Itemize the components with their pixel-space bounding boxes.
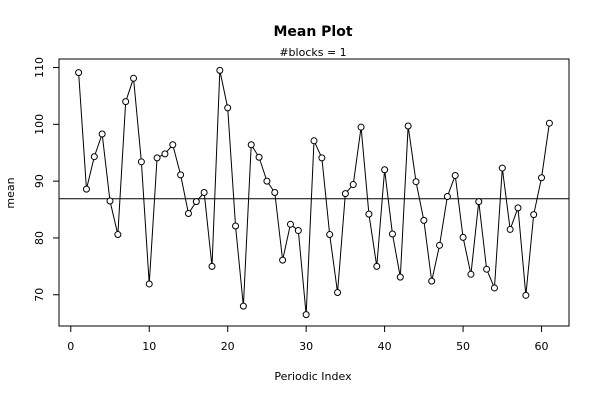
data-point: [130, 74, 138, 82]
data-point: [137, 158, 145, 166]
chart-title: Mean Plot: [273, 24, 352, 40]
data-point: [247, 141, 255, 149]
y-tick-label: 70: [33, 288, 46, 302]
data-point: [169, 141, 177, 149]
data-point: [459, 233, 467, 241]
data-point: [177, 171, 185, 179]
y-axis: 70 80 90 100 110: [33, 57, 60, 302]
data-point: [200, 189, 208, 196]
data-point: [255, 153, 263, 161]
data-point: [106, 197, 114, 205]
data-point: [145, 280, 153, 288]
data-point: [443, 192, 451, 200]
data-point: [208, 262, 216, 270]
data-point: [114, 231, 122, 239]
data-point: [412, 178, 420, 186]
data-point: [216, 66, 224, 74]
data-point: [381, 166, 389, 174]
data-point: [302, 311, 310, 319]
x-axis-label: Periodic Index: [274, 370, 352, 383]
data-point: [98, 130, 106, 138]
data-point: [318, 154, 326, 162]
data-point: [184, 210, 192, 218]
y-axis-label: mean: [4, 177, 17, 208]
x-tick-label: 50: [456, 340, 470, 353]
data-point: [326, 231, 334, 239]
data-point: [404, 122, 412, 130]
data-point: [483, 265, 491, 273]
x-tick-label: 40: [378, 340, 392, 353]
data-point: [161, 150, 169, 158]
data-point: [224, 104, 232, 112]
data-point: [498, 164, 506, 172]
y-tick-label: 110: [33, 57, 46, 78]
data-point: [279, 256, 287, 264]
data-point: [263, 177, 271, 185]
data-point: [436, 241, 444, 249]
data-point: [153, 154, 161, 162]
data-point: [373, 262, 381, 270]
y-tick-label: 100: [33, 114, 46, 135]
data-point: [294, 227, 302, 235]
data-point: [475, 198, 483, 206]
data-point: [232, 222, 240, 230]
data-point: [522, 291, 530, 299]
data-point: [451, 171, 459, 179]
data-point: [388, 230, 396, 238]
series-line: [78, 70, 550, 315]
data-point: [506, 225, 514, 233]
x-tick-label: 20: [221, 340, 235, 353]
x-axis: 0 10 20 30 40 50 60: [67, 325, 549, 353]
data-point: [365, 210, 373, 218]
data-point: [271, 189, 279, 196]
data-point: [420, 216, 428, 224]
data-point: [428, 277, 436, 285]
data-point: [396, 273, 404, 281]
data-point: [122, 98, 130, 106]
data-point: [349, 181, 357, 189]
x-tick-label: 0: [67, 340, 74, 353]
data-point: [239, 302, 247, 310]
x-tick-label: 60: [535, 340, 549, 353]
data-point: [530, 211, 538, 219]
data-point: [467, 270, 475, 278]
x-tick-label: 30: [299, 340, 313, 353]
data-point: [82, 185, 90, 193]
data-point: [75, 69, 83, 77]
data-point: [490, 284, 498, 292]
data-points: [75, 66, 553, 319]
data-point: [310, 137, 318, 145]
data-point: [545, 119, 553, 127]
data-point: [334, 288, 342, 296]
y-tick-label: 80: [33, 231, 46, 245]
data-point: [341, 190, 349, 198]
y-tick-label: 90: [33, 174, 46, 188]
chart-subtitle: #blocks = 1: [279, 46, 346, 59]
data-point: [514, 204, 522, 212]
data-point: [90, 153, 98, 161]
data-point: [286, 220, 294, 228]
data-point: [192, 198, 200, 206]
data-point: [357, 123, 365, 131]
x-tick-label: 10: [142, 340, 156, 353]
data-point: [538, 174, 546, 182]
